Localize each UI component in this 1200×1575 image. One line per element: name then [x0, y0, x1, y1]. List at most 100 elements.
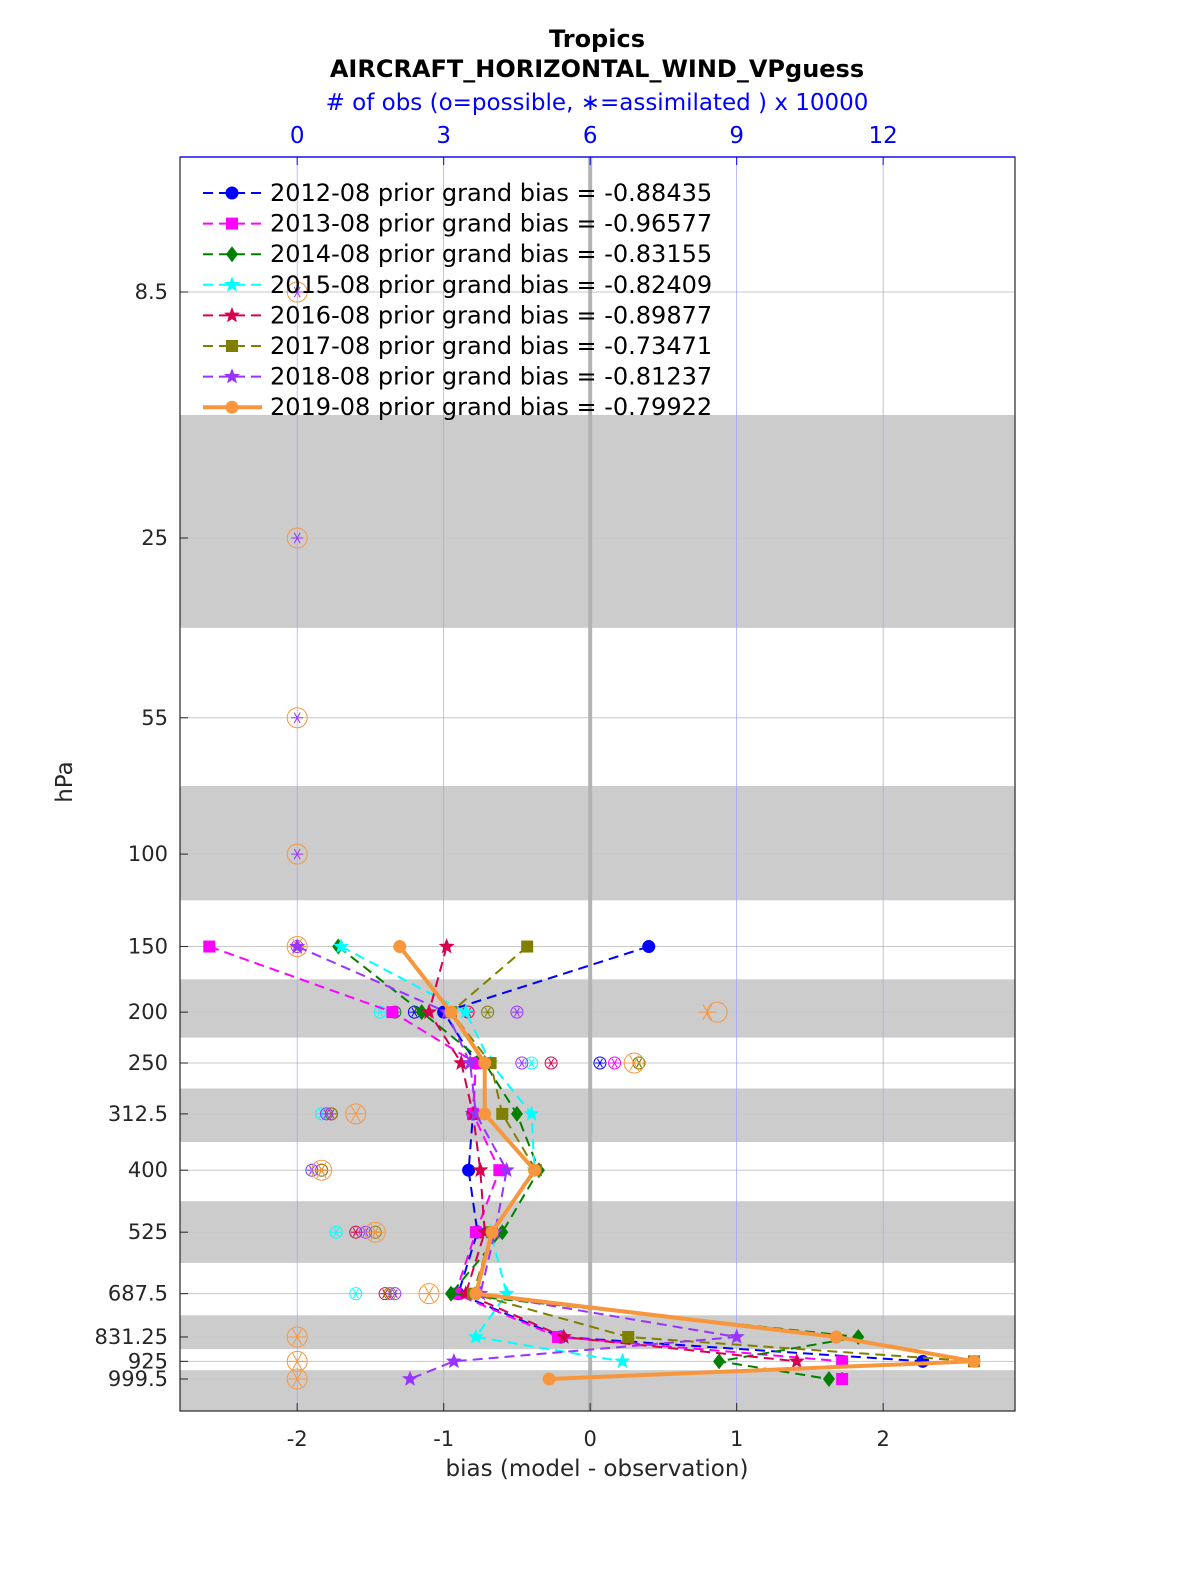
series-point: [386, 1006, 399, 1019]
obs-possible-marker: [329, 1225, 343, 1239]
obs-possible-marker: [364, 1221, 386, 1243]
obs-assimilated-marker: [424, 1285, 434, 1302]
series-point: [496, 1224, 509, 1241]
level-band: [180, 1315, 1015, 1350]
obs-assimilated-marker: [370, 1224, 381, 1241]
x-axis-label: bias (model - observation): [446, 1456, 749, 1482]
series-point: [788, 1352, 805, 1369]
series-point: [469, 1226, 482, 1239]
obs-assimilated-marker: [316, 1162, 327, 1179]
y-tick-label: 525: [128, 1220, 168, 1244]
series-point: [333, 938, 350, 954]
obs-possible-marker: [286, 527, 308, 549]
series-group: [393, 940, 981, 1386]
series-point: [523, 1105, 540, 1121]
series-point: [622, 1330, 635, 1343]
y-tick-label: 999.5: [108, 1367, 168, 1391]
legend-marker: [223, 307, 241, 323]
series-point: [510, 1105, 523, 1122]
obs-assimilated-marker: [293, 532, 301, 544]
top-axis-label: # of obs (o=possible, ∗=assimilated ) x …: [326, 90, 869, 116]
legend-entry: 2019-08 prior grand bias = -0.79922: [270, 393, 712, 421]
series-line: [337, 945, 859, 1380]
series-line: [427, 946, 797, 1363]
obs-possible-marker: [418, 1283, 440, 1305]
obs-assimilated-marker: [293, 286, 301, 298]
y-tick-label: 25: [141, 526, 168, 550]
y-tick-label: 400: [128, 1158, 168, 1182]
series-point: [401, 1370, 418, 1386]
legend-marker: [226, 217, 238, 230]
level-band: [180, 415, 1015, 628]
series-line: [208, 945, 844, 1379]
obs-possible-marker: [286, 1326, 308, 1348]
legend-marker: [225, 400, 239, 414]
series-point: [614, 1352, 631, 1369]
y-tick-label: 8.5: [135, 280, 168, 304]
chart-subtitle: AIRCRAFT_HORIZONTAL_WIND_VPguess: [330, 55, 864, 83]
series-point: [485, 1225, 499, 1239]
series-point: [713, 1353, 726, 1370]
legend-entry: 2015-08 prior grand bias = -0.82409: [270, 271, 712, 299]
obs-possible-marker: [311, 1159, 333, 1181]
obs-possible-marker: [510, 1005, 524, 1019]
series-point: [469, 1287, 483, 1301]
obs-assimilated-marker: [293, 848, 301, 860]
obs-assimilated-marker: [597, 1058, 603, 1068]
obs-possible-marker: [481, 1005, 495, 1019]
series-point: [967, 1354, 981, 1368]
obs-assimilated-marker: [350, 1105, 361, 1122]
series-point: [444, 1005, 458, 1019]
x-tick-label: -1: [433, 1427, 454, 1451]
y-tick-label: 925: [128, 1349, 168, 1373]
obs-possible-marker: [349, 1287, 363, 1301]
obs-possible-marker: [373, 1005, 387, 1019]
series-point: [642, 940, 656, 954]
obs-assimilated-marker: [293, 712, 301, 724]
series-point: [462, 1163, 476, 1177]
obs-assimilated-marker: [411, 1007, 418, 1017]
series-point: [478, 1056, 492, 1070]
series-point: [528, 1163, 542, 1177]
series-point: [438, 938, 455, 954]
legend-entry: 2013-08 prior grand bias = -0.96577: [270, 210, 712, 238]
legend-marker: [226, 340, 238, 352]
series-point: [542, 1372, 556, 1386]
legend-entry: 2014-08 prior grand bias = -0.83155: [270, 240, 712, 268]
series-point: [493, 1164, 506, 1177]
obs-assimilated-marker: [333, 1227, 340, 1237]
chart-title: Tropics: [549, 25, 645, 53]
series-point: [521, 940, 534, 953]
series-point: [555, 1328, 572, 1344]
obs-assimilated-marker: [513, 1007, 520, 1017]
y-tick-label: 250: [128, 1051, 168, 1075]
x-tick-label: 2: [876, 1427, 889, 1451]
obs-count-group: [286, 281, 728, 1390]
legend-marker: [223, 276, 241, 292]
series-point: [836, 1373, 849, 1385]
top-tick-label: 9: [729, 123, 744, 149]
obs-count-group: [608, 1056, 622, 1070]
obs-possible-marker: [515, 1056, 529, 1070]
y-tick-label: 312.5: [108, 1102, 168, 1126]
series-point: [289, 938, 306, 954]
obs-possible-marker: [608, 1056, 622, 1070]
obs-assimilated-marker: [518, 1058, 525, 1068]
legend-entry: 2017-08 prior grand bias = -0.73471: [270, 332, 712, 360]
legend-entry: 2016-08 prior grand bias = -0.89877: [270, 301, 712, 329]
series-point: [393, 940, 407, 954]
top-tick-label: 0: [290, 123, 305, 149]
obs-assimilated-marker: [352, 1289, 359, 1299]
series-line: [449, 945, 975, 1363]
obs-assimilated-marker: [548, 1058, 555, 1068]
obs-assimilated-marker: [391, 1289, 398, 1299]
obs-assimilated-marker: [292, 1370, 303, 1388]
x-tick-label: 0: [583, 1427, 596, 1451]
obs-assimilated-marker: [702, 1004, 713, 1021]
series-line: [442, 945, 923, 1363]
obs-count-group: [290, 940, 529, 1301]
series-point: [836, 1355, 849, 1368]
obs-possible-marker: [286, 843, 308, 865]
